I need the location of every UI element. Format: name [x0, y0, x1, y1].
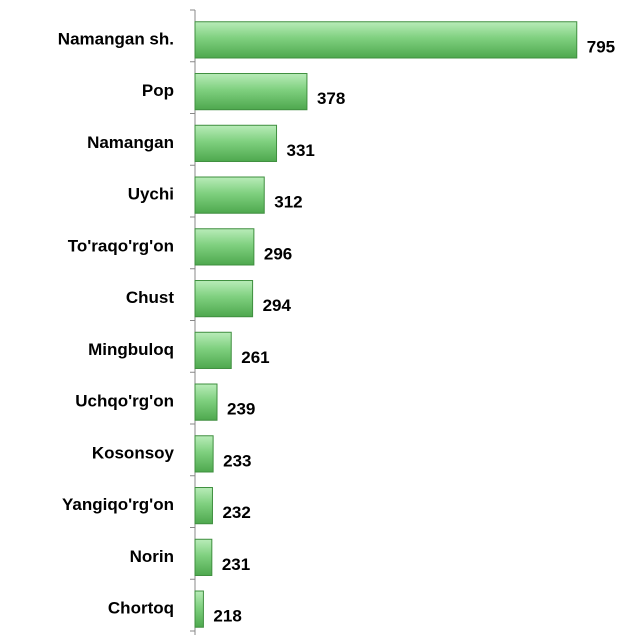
bar [194, 73, 308, 111]
value-label: 294 [263, 296, 292, 315]
value-label: 378 [317, 89, 345, 108]
category-label: Kosonsoy [92, 443, 175, 462]
value-label: 331 [287, 141, 315, 160]
category-label: Mingbuloq [88, 340, 174, 359]
value-label: 261 [241, 348, 269, 367]
bar [194, 280, 254, 318]
value-label: 296 [264, 244, 292, 263]
category-label: Norin [130, 547, 174, 566]
value-label: 312 [274, 193, 302, 212]
bar [194, 590, 204, 628]
category-label: To'raqo'rg'on [68, 236, 174, 255]
category-label: Chust [126, 288, 175, 307]
bar [194, 21, 578, 59]
value-label: 233 [223, 451, 251, 470]
bar [194, 487, 213, 525]
bar [194, 435, 214, 473]
bar [194, 538, 213, 576]
category-label: Chortoq [108, 599, 174, 618]
value-label: 218 [213, 607, 241, 626]
value-label: 231 [222, 555, 250, 574]
category-label: Namangan sh. [58, 29, 174, 48]
bar [194, 176, 265, 214]
category-label: Pop [142, 81, 174, 100]
category-label: Uychi [128, 185, 174, 204]
category-label: Uchqo'rg'on [75, 392, 174, 411]
value-label: 239 [227, 400, 255, 419]
value-label: 795 [587, 37, 615, 56]
bar [194, 124, 278, 162]
category-label: Yangiqo'rg'on [62, 495, 174, 514]
bar [194, 228, 255, 266]
value-label: 232 [222, 503, 250, 522]
bar [194, 383, 218, 421]
bar [194, 331, 232, 369]
category-label: Namangan [87, 133, 174, 152]
